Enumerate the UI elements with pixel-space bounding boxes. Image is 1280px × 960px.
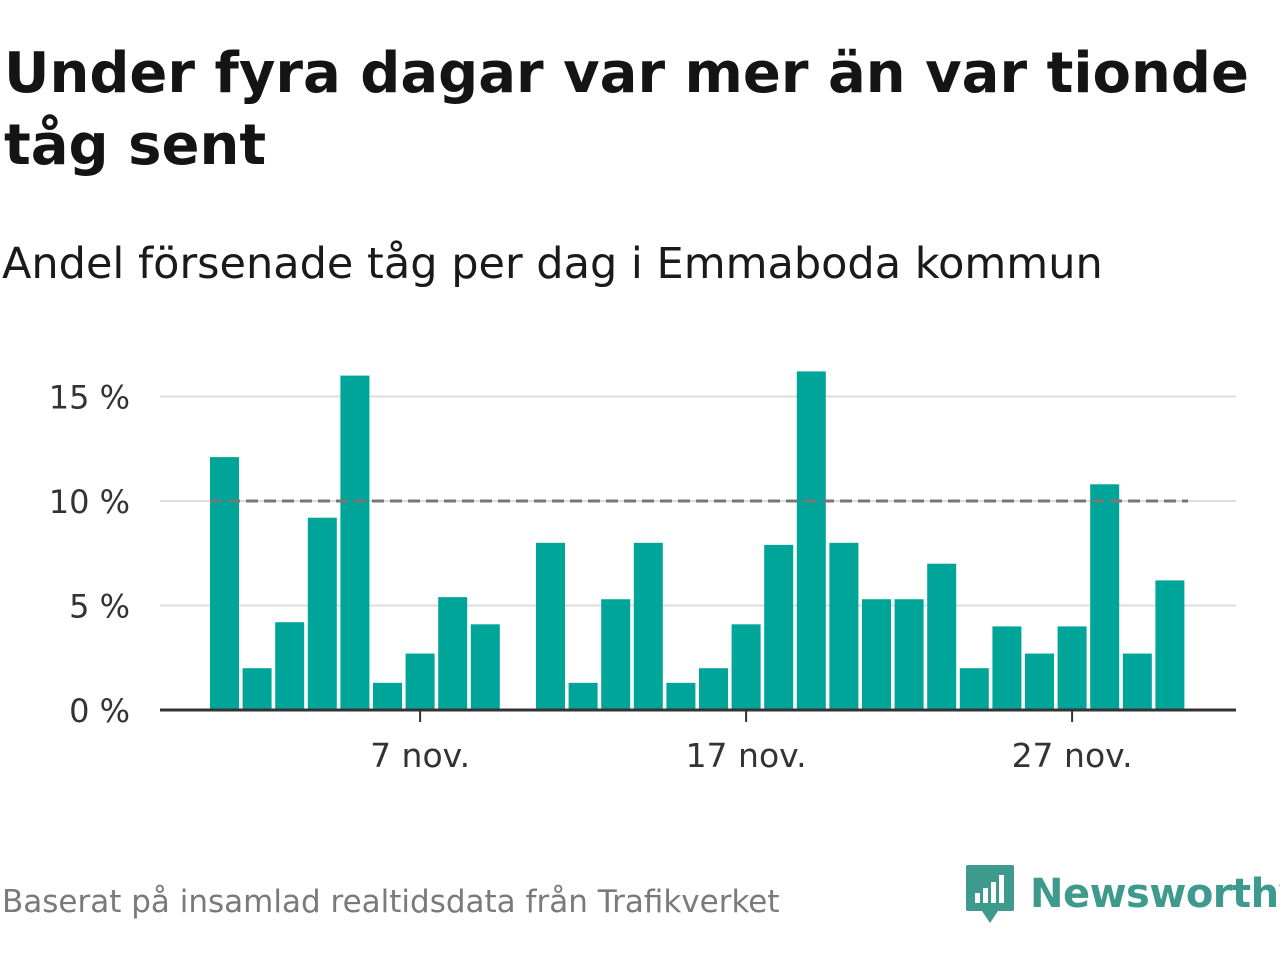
bar — [601, 599, 631, 710]
bar — [1057, 626, 1087, 710]
newsworthy-logo: Newsworthy — [964, 862, 1280, 926]
bar — [796, 371, 826, 710]
bar — [699, 668, 728, 710]
chart-subtitle: Andel försenade tåg per dag i Emmaboda k… — [2, 239, 1103, 289]
bar — [307, 517, 337, 710]
newsworthy-logo-icon — [966, 865, 1014, 923]
bar — [1025, 653, 1054, 710]
axes: 0 % 5 % 10 % 15 % 7 nov. 17 nov. 27 nov. — [49, 379, 1236, 775]
bar-chart: 0 % 5 % 10 % 15 % 7 nov. 17 nov. 27 nov. — [49, 371, 1236, 775]
bars — [210, 371, 1185, 710]
bar — [764, 544, 794, 710]
bar — [633, 542, 663, 710]
bar — [470, 624, 500, 710]
y-tick-label: 5 % — [69, 588, 130, 626]
bar — [1122, 653, 1152, 710]
bar — [1090, 484, 1120, 710]
y-tick-label: 15 % — [49, 379, 130, 417]
source-note: Baserat på insamlad realtidsdata från Tr… — [2, 884, 780, 920]
bar — [568, 682, 598, 710]
x-tick-label: 7 nov. — [370, 736, 470, 775]
logo-text: Newsworthy — [1030, 871, 1280, 917]
bar — [405, 653, 435, 710]
bar — [927, 563, 957, 710]
y-tick-label: 0 % — [69, 692, 130, 730]
chart-title: Under fyra dagar var mer än var tionde t… — [4, 41, 1249, 178]
bar — [275, 622, 305, 710]
bar — [210, 457, 239, 710]
bar — [340, 375, 370, 710]
bar — [992, 626, 1022, 710]
bar — [242, 668, 272, 710]
bar — [731, 624, 761, 710]
y-tick-label: 10 % — [49, 483, 130, 521]
bar — [959, 668, 989, 710]
bar — [536, 542, 565, 710]
bar — [373, 682, 402, 710]
bar — [862, 599, 891, 710]
x-tick-label: 27 nov. — [1012, 736, 1133, 775]
bar — [438, 597, 468, 710]
bar — [666, 682, 696, 710]
bar — [1155, 580, 1185, 710]
x-tick-label: 17 nov. — [686, 736, 807, 775]
bar — [894, 599, 924, 710]
bar — [829, 542, 859, 710]
